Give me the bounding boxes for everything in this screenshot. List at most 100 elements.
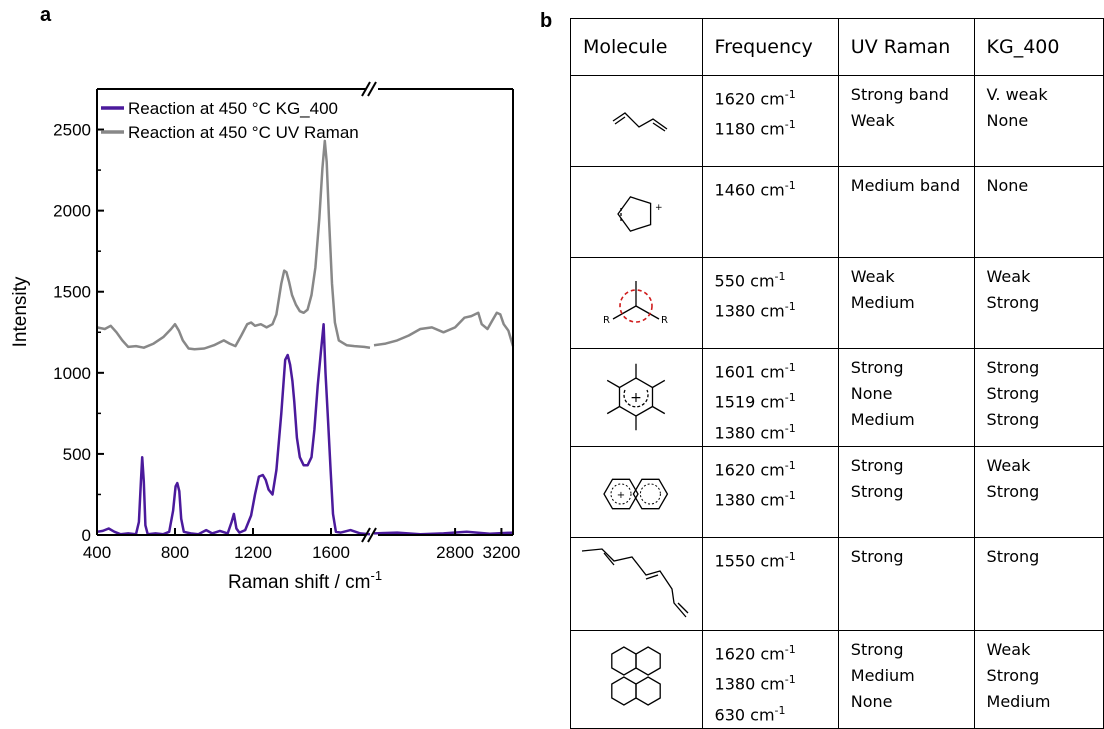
table-body: 1620 cm-1 1180 cm-1 Strong band Weak V. weak… xyxy=(570,75,1104,729)
frequency-value: 1380 cm xyxy=(714,490,785,510)
axis-break-mark xyxy=(361,81,371,97)
svg-text:+: + xyxy=(655,203,663,213)
uv-raman-cell: Weak Medium xyxy=(837,257,975,349)
frequency-value: 1460 cm xyxy=(714,180,785,200)
series-0-line-segment-1 xyxy=(96,322,371,536)
frequency-value: 1620 cm xyxy=(714,460,785,480)
y-tick-label: 2500 xyxy=(53,121,91,140)
frequency-unit-exponent: -1 xyxy=(784,300,796,314)
frequency-line: 1380 cm-1 xyxy=(715,294,830,324)
series-0-line-segment-2 xyxy=(373,530,514,536)
frequency-cell: 550 cm-1 1380 cm-1 xyxy=(701,257,839,349)
y-tick-label: 1000 xyxy=(53,364,91,383)
uv-raman-value: Medium band xyxy=(850,176,961,195)
uv-raman-cell: Strong None Medium xyxy=(837,348,975,447)
frequency-value: 1380 cm xyxy=(714,301,785,321)
table-row: +1460 cm-1 Medium band None xyxy=(570,166,1104,258)
table-row: +1601 cm-1 1519 cm-1 1380 cm-1 Strong None Me… xyxy=(570,348,1104,447)
frequency-unit-exponent: -1 xyxy=(774,703,786,717)
uv-raman-value: Weak xyxy=(850,267,895,286)
legend-label-1: Reaction at 450 °C UV Raman xyxy=(128,123,359,142)
butadiene-icon xyxy=(612,112,668,132)
frequency-cell: 1620 cm-1 1380 cm-1 630 cm-1 xyxy=(701,629,839,729)
frequency-value: 1380 cm xyxy=(714,674,785,694)
frequency-value: 550 cm xyxy=(714,271,775,291)
kg400-value: Strong xyxy=(986,293,1040,312)
frequency-value: 1380 cm xyxy=(714,422,785,442)
series-1-line-segment-2 xyxy=(373,311,515,347)
molecule-cell xyxy=(570,536,703,631)
header-molecule: Molecule xyxy=(570,18,703,76)
uv-raman-value: Medium xyxy=(850,410,915,429)
frequency-value: 630 cm xyxy=(714,704,775,724)
frequency-cell: 1620 cm-1 1180 cm-1 xyxy=(701,75,839,167)
y-tick-label: 2000 xyxy=(53,202,91,221)
kg400-value: Medium xyxy=(986,691,1051,711)
kg400-cell: None xyxy=(973,166,1104,258)
table-row: 1620 cm-1 1180 cm-1 Strong band Weak V. weak… xyxy=(570,75,1104,167)
frequency-cell: 1460 cm-1 xyxy=(701,166,839,258)
header-uv-raman: UV Raman xyxy=(837,18,975,76)
axis-break-mark xyxy=(361,527,371,543)
uv-raman-value: Weak xyxy=(850,111,895,130)
kg400-cell: V. weak None xyxy=(973,75,1104,167)
table-row: R R 550 cm-1 1380 cm-1 Weak Medium Weak Strong xyxy=(570,257,1104,349)
y-axis-label: Intensity xyxy=(10,276,31,347)
frequency-line: 1620 cm-1 xyxy=(715,453,830,483)
frequency-value: 1620 cm xyxy=(714,644,785,664)
molecule-cell xyxy=(570,75,703,167)
x-tick-label: 3200 xyxy=(483,543,521,562)
molecule-cell: + xyxy=(570,348,703,447)
y-tick-label: 1500 xyxy=(53,283,91,302)
kg400-value: Strong xyxy=(986,546,1040,566)
kg400-value: Weak xyxy=(986,455,1031,475)
header-kg400: KG_400 xyxy=(973,18,1104,76)
frequency-unit-exponent: -1 xyxy=(784,179,796,192)
frequency-cell: 1620 cm-1 1380 cm -1 xyxy=(701,445,839,538)
uv-raman-value: Strong band xyxy=(850,85,949,104)
series-1-line-segment-1 xyxy=(96,139,371,351)
frequency-line: 1380 cm-1 xyxy=(715,416,830,446)
frequency-line: 550 cm-1 xyxy=(715,264,830,294)
uv-raman-value: Strong xyxy=(850,455,904,475)
kg400-cell: Weak Strong xyxy=(973,445,1104,538)
molecule-cell: + xyxy=(570,445,703,538)
kg400-value: Weak xyxy=(986,267,1031,286)
frequency-unit-exponent: -1 xyxy=(784,673,796,687)
table-row: +1620 cm-1 1380 cm-1 Strong Strong Weak Stron… xyxy=(570,445,1104,538)
charge-symbol: + xyxy=(617,490,625,501)
uv-raman-value: Medium xyxy=(850,665,915,685)
frequency-cell: 1601 cm-1 1519 cm-1 1380 cm-1 xyxy=(701,348,839,447)
frequency-unit-exponent: -1 xyxy=(784,361,796,374)
frequency-unit-exponent: -1 xyxy=(784,458,796,472)
kg400-value: Strong xyxy=(986,481,1040,501)
axis-break-mark xyxy=(367,81,377,97)
frequency-line: 1620 cm-1 xyxy=(715,637,830,667)
x-tick-label: 400 xyxy=(83,543,111,562)
panel-a-label: a xyxy=(40,4,52,26)
frequency-value: 1601 cm xyxy=(714,362,785,382)
naphthalene-cation-icon: + xyxy=(603,478,669,510)
uv-raman-value: Strong xyxy=(850,546,904,566)
frequency-unit-exponent: -1 xyxy=(784,421,796,435)
molecule-cell: + xyxy=(570,166,703,258)
table-row: 1620 cm-1 1380 cm-1 630 cm-1 Strong Medium No… xyxy=(570,629,1104,729)
kg400-cell: Weak Strong Medium xyxy=(973,629,1104,729)
uv-raman-cell: Medium band xyxy=(837,166,975,258)
legend-label-0: Reaction at 450 °C KG_400 xyxy=(128,99,338,118)
kg400-value: Strong xyxy=(986,384,1040,403)
axis-break-mark xyxy=(367,527,377,543)
kg400-cell: Weak Strong xyxy=(973,257,1104,349)
frequency-value: 1620 cm xyxy=(714,89,785,109)
uv-raman-cell: Strong xyxy=(837,536,975,631)
frequency-unit-exponent: -1 xyxy=(784,642,796,656)
kg400-value: None xyxy=(986,176,1029,195)
uv-raman-value: Strong xyxy=(850,639,904,659)
pyrene-icon xyxy=(611,646,662,707)
molecule-cell xyxy=(570,629,703,729)
frequency-unit-exponent: -1 xyxy=(784,549,796,563)
charge-symbol: + xyxy=(630,390,642,406)
uv-raman-cell: Strong Medium None xyxy=(837,629,975,729)
